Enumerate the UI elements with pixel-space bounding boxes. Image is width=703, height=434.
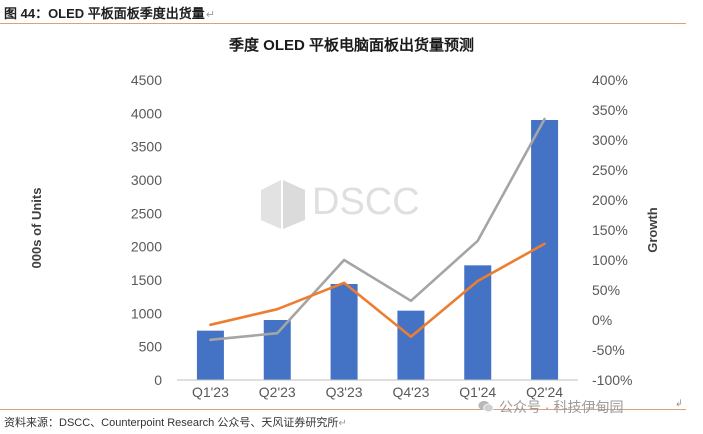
dscc-logo-mark <box>261 180 281 229</box>
right-tick-label: -50% <box>592 342 625 358</box>
x-tick-label: Q4'23 <box>392 384 429 400</box>
y-axis-label: 000s of Units <box>29 188 44 269</box>
top-rule <box>0 23 686 24</box>
x-tick-label: Q1'23 <box>192 384 229 400</box>
bar <box>263 320 291 380</box>
left-tick-label: 500 <box>139 339 163 355</box>
x-axis-ticks: Q1'23 Q2'23 Q3'23 Q4'23 Q1'24 Q2'24 <box>192 384 563 400</box>
x-tick-label: Q2'23 <box>259 384 296 400</box>
bottom-rule <box>0 409 686 410</box>
source-note: 资料来源：DSCC、Counterpoint Research 公众号、天风证券… <box>4 414 347 430</box>
figure-caption: 图 44：OLED 平板面板季度出货量↵ <box>4 3 215 22</box>
watermark-text: 公众号 · 科技伊甸园 <box>499 399 624 415</box>
right-tick-label: 200% <box>592 192 628 208</box>
bar-series <box>196 120 559 380</box>
left-tick-label: 3000 <box>131 172 162 188</box>
left-tick-label: 4500 <box>131 72 162 88</box>
right-tick-label: -100% <box>592 372 632 388</box>
x-tick-label: Q2'24 <box>526 384 563 400</box>
left-tick-label: 1500 <box>131 272 162 288</box>
x-tick-label: Q3'23 <box>326 384 363 400</box>
bar <box>464 265 492 380</box>
bar <box>330 284 358 380</box>
growth-line <box>209 242 546 339</box>
dscc-logo-watermark: DSCC <box>261 180 420 229</box>
chart-title: 季度 OLED 平板电脑面板出货量预测 <box>228 37 474 54</box>
right-tick-label: 100% <box>592 252 628 268</box>
line-series <box>209 117 546 342</box>
right-tick-label: 300% <box>592 132 628 148</box>
right-tick-label: 250% <box>592 162 628 178</box>
right-axis-ticks: -100% -50% 0% 50% 100% 150% 200% 250% 300% 350% 40… <box>592 72 632 388</box>
dscc-logo-text: DSCC <box>312 181 420 223</box>
y2-axis-label: Growth <box>645 207 660 253</box>
wechat-icon <box>478 400 494 413</box>
growth-line <box>209 117 546 342</box>
bar <box>397 310 425 380</box>
return-mark-icon: ↵ <box>205 9 216 21</box>
right-tick-label: 150% <box>592 222 628 238</box>
left-tick-label: 2500 <box>131 205 162 221</box>
x-tick-label: Q1'24 <box>459 384 496 400</box>
figure-caption-text: 图 44：OLED 平板面板季度出货量 <box>4 6 205 21</box>
left-tick-label: 0 <box>154 372 162 388</box>
corner-mark-icon: ↲ <box>675 398 683 408</box>
dscc-logo-mark-shade <box>283 180 305 229</box>
right-tick-label: 400% <box>592 72 628 88</box>
left-tick-label: 1000 <box>131 305 162 321</box>
left-tick-label: 3500 <box>131 139 162 155</box>
right-tick-label: 50% <box>592 282 620 298</box>
right-tick-label: 350% <box>592 102 628 118</box>
left-axis-ticks: 0 500 1000 1500 2000 2500 3000 3500 4000 4500 <box>131 72 162 388</box>
left-tick-label: 4000 <box>131 105 162 121</box>
right-tick-label: 0% <box>592 312 612 328</box>
left-tick-label: 2000 <box>131 239 162 255</box>
source-text: 资料来源：DSCC、Counterpoint Research 公众号、天风证券… <box>4 417 339 429</box>
return-mark-icon: ↵ <box>338 418 347 429</box>
wechat-watermark: 公众号 · 科技伊甸园 <box>478 397 623 417</box>
